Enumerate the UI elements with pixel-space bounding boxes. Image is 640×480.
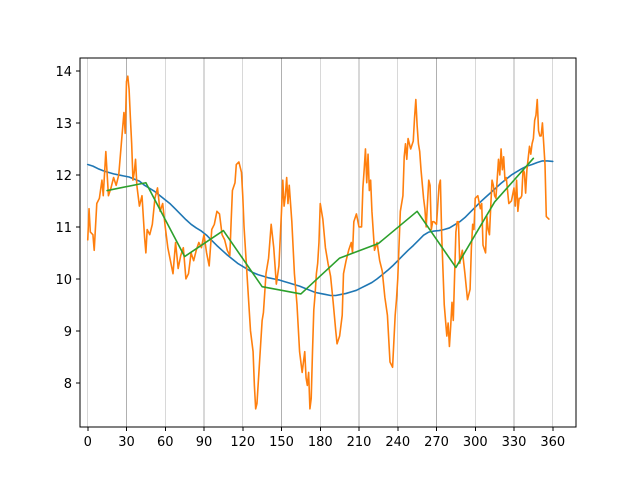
vertical-gridlines	[87, 58, 554, 427]
x-tick-label: 150	[269, 435, 294, 450]
x-tick-label: 210	[347, 435, 372, 450]
x-tick-label: 120	[230, 435, 255, 450]
x-tick-label: 0	[84, 435, 92, 450]
y-tick-label: 14	[55, 65, 72, 80]
x-tick-label: 60	[157, 435, 174, 450]
x-tick-label: 30	[118, 435, 135, 450]
y-tick-label: 8	[64, 377, 72, 392]
x-tick-label: 180	[308, 435, 333, 450]
y-tick-label: 10	[55, 273, 72, 288]
y-tick-label: 9	[64, 325, 72, 340]
x-tick-label: 90	[196, 435, 213, 450]
x-tick-label: 240	[385, 435, 410, 450]
plot-frame	[79, 57, 577, 428]
series-line-2	[86, 75, 550, 410]
series-line-3	[106, 157, 535, 295]
series-lines	[86, 75, 554, 410]
x-axis: 0 30 60 90 120 150 180 210 240 270 300 330 360	[84, 427, 565, 450]
x-tick-label: 300	[463, 435, 488, 450]
y-tick-label: 11	[55, 221, 72, 236]
y-axis: 8 9 10 11 12 13 14	[55, 65, 80, 392]
y-tick-label: 13	[55, 117, 72, 132]
y-tick-label: 12	[55, 169, 72, 184]
x-tick-label: 360	[540, 435, 565, 450]
x-tick-label: 330	[502, 435, 527, 450]
x-tick-label: 270	[424, 435, 449, 450]
